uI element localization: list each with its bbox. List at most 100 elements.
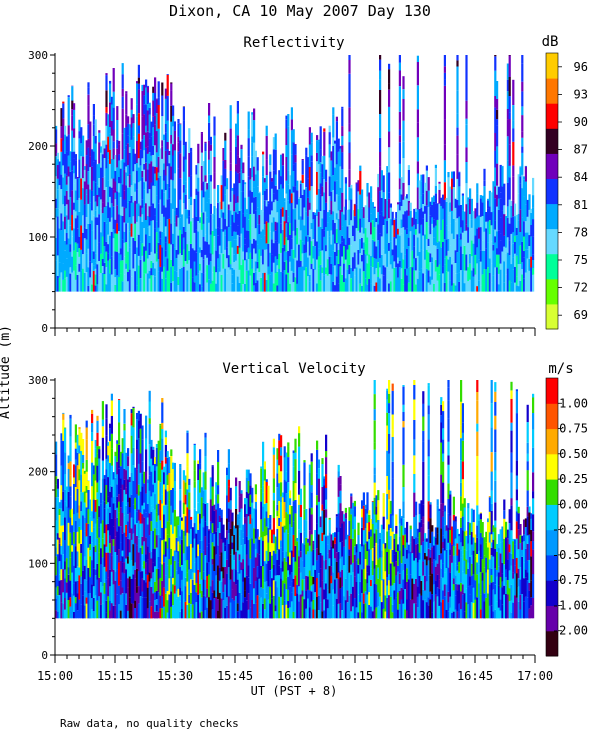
heatmap-cell [101, 586, 104, 604]
heatmap-cell [524, 181, 527, 205]
heatmap-cell [307, 551, 310, 577]
heatmap-cell [107, 502, 110, 509]
heatmap-cell [456, 252, 459, 274]
heatmap-cell [85, 427, 88, 440]
heatmap-cell [330, 256, 333, 264]
heatmap-cell [429, 591, 432, 600]
heatmap-cell [413, 474, 416, 493]
heatmap-cell [92, 518, 95, 528]
heatmap-cell [119, 561, 122, 581]
heatmap-cell [332, 281, 335, 292]
heatmap-cell [467, 242, 470, 268]
heatmap-cell [80, 199, 83, 213]
heatmap-cell [447, 441, 450, 456]
heatmap-cell [107, 508, 110, 524]
heatmap-cell [181, 255, 184, 268]
heatmap-cell [348, 549, 351, 556]
heatmap-cell [280, 271, 283, 292]
heatmap-cell [512, 243, 515, 258]
heatmap-cell [254, 196, 257, 211]
heatmap-cell [128, 512, 131, 534]
heatmap-cell [65, 244, 68, 259]
heatmap-cell [175, 226, 178, 250]
heatmap-cell [460, 482, 463, 497]
heatmap-cell [353, 516, 356, 530]
heatmap-cell [391, 249, 394, 256]
heatmap-cell [490, 547, 493, 556]
heatmap-cell [398, 189, 401, 202]
heatmap-cell [461, 461, 464, 480]
heatmap-cell [487, 522, 490, 548]
heatmap-cell [382, 216, 385, 225]
heatmap-cell [280, 482, 283, 497]
heatmap-cell [294, 538, 297, 546]
heatmap-cell [431, 223, 434, 230]
heatmap-cell [413, 385, 416, 400]
heatmap-cell [452, 187, 455, 210]
heatmap-cell [447, 418, 450, 442]
heatmap-cell [182, 192, 185, 204]
heatmap-cell [87, 593, 90, 619]
heatmap-cell [485, 228, 488, 249]
heatmap-cell [236, 173, 239, 197]
heatmap-cell [141, 536, 144, 546]
heatmap-cell [276, 604, 279, 619]
heatmap-cell [137, 438, 140, 464]
heatmap-cell [152, 449, 155, 466]
heatmap-cell [118, 192, 121, 215]
heatmap-cell [505, 253, 508, 275]
heatmap-cell [211, 592, 214, 610]
heatmap-cell [78, 505, 81, 519]
heatmap-cell [240, 191, 243, 210]
heatmap-cell [94, 480, 97, 500]
heatmap-cell [181, 214, 184, 235]
heatmap-cell [247, 247, 250, 259]
heatmap-cell [146, 227, 149, 249]
heatmap-cell [411, 599, 414, 619]
heatmap-cell [316, 283, 319, 292]
heatmap-cell [123, 479, 126, 490]
heatmap-cell [449, 549, 452, 556]
heatmap-cell [523, 236, 526, 251]
heatmap-cell [170, 505, 173, 525]
heatmap-cell [199, 523, 202, 541]
heatmap-cell [161, 527, 164, 541]
heatmap-cell [94, 440, 97, 449]
heatmap-cell [262, 272, 265, 292]
heatmap-cell [373, 609, 376, 619]
heatmap-cell [242, 569, 245, 582]
heatmap-cell [321, 196, 324, 219]
heatmap-cell [350, 575, 353, 594]
heatmap-cell [416, 255, 419, 272]
heatmap-cell [373, 467, 376, 475]
heatmap-cell [109, 569, 112, 587]
heatmap-cell [148, 225, 151, 236]
heatmap-cell [321, 504, 324, 511]
heatmap-cell [343, 214, 346, 239]
heatmap-cell [67, 238, 70, 262]
heatmap-cell [398, 604, 401, 619]
heatmap-cell [391, 562, 394, 586]
heatmap-cell [242, 284, 245, 292]
heatmap-cell [74, 581, 77, 598]
heatmap-cell [499, 164, 502, 184]
heatmap-cell [253, 604, 256, 619]
heatmap-cell [391, 478, 394, 502]
heatmap-cell [145, 273, 148, 292]
heatmap-cell [294, 513, 297, 539]
heatmap-cell [402, 501, 405, 519]
heatmap-cell [134, 240, 137, 254]
heatmap-cell [325, 457, 328, 475]
heatmap-cell [303, 244, 306, 253]
heatmap-cell [136, 163, 139, 171]
heatmap-cell [254, 603, 257, 619]
heatmap-cell [434, 271, 437, 292]
heatmap-cell [262, 176, 265, 196]
heatmap-cell [76, 215, 79, 229]
heatmap-cell [350, 539, 353, 565]
heatmap-cell [400, 278, 403, 292]
heatmap-cell [119, 160, 122, 169]
heatmap-cell [413, 225, 416, 235]
heatmap-cell [229, 548, 232, 555]
heatmap-cell [56, 159, 59, 165]
